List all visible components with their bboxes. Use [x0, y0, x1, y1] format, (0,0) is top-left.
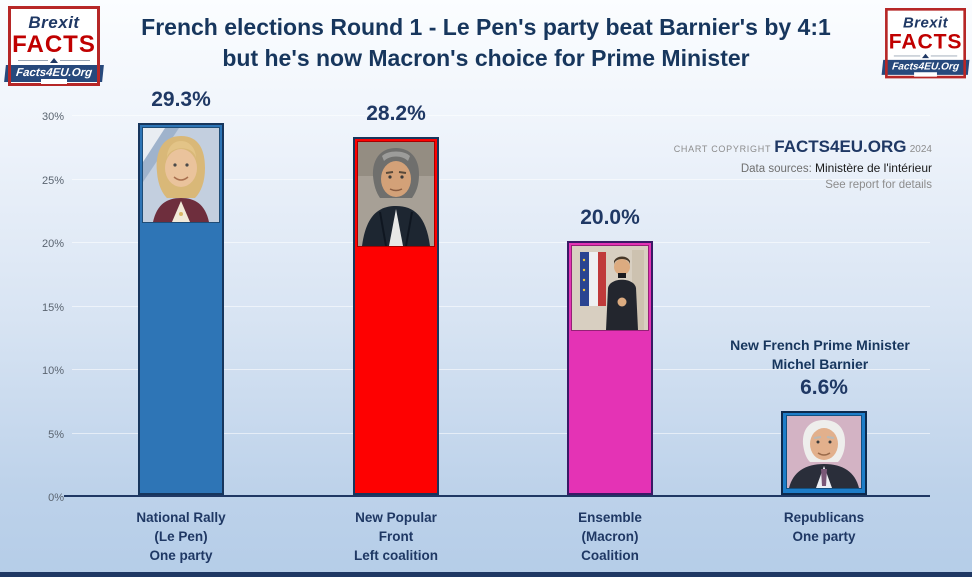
grid-layer: 0% 5% 10% 15% 20% 25% 30% [42, 100, 930, 504]
title-line-2: but he's now Macron's choice for Prime M… [222, 45, 750, 71]
logo-divider [893, 53, 958, 59]
copyright-block: CHART COPYRIGHT FACTS4EU.ORG 2024 Data s… [674, 135, 932, 194]
logo-divider [18, 58, 90, 63]
copyright-label: CHART COPYRIGHT [673, 144, 772, 154]
gridline [72, 432, 930, 434]
bottom-border-strip [0, 572, 972, 577]
data-sources-value: Ministère de l'intérieur [814, 160, 932, 175]
y-axis-tick-label: 5% [48, 428, 64, 441]
triangle-up-icon [50, 58, 58, 63]
category-label-republicans: Republicans One party [783, 510, 865, 544]
title-line-1: French elections Round 1 - Le Pen's part… [141, 14, 831, 40]
y-axis-tick-label: 30% [41, 111, 64, 123]
photo-michel-barnier [786, 415, 862, 490]
gridline [72, 242, 930, 243]
x-axis-line [64, 495, 930, 497]
annotation-line-1: New French Prime Minister [730, 337, 910, 353]
facts4eu-logo-left: Brexit FACTS Facts4EU.Org [4, 6, 104, 86]
bar-national-rally [138, 122, 224, 495]
annotation-line-2: Michel Barnier [771, 356, 869, 372]
copyright-line: CHART COPYRIGHT FACTS4EU.ORG 2024 [674, 135, 932, 160]
data-sources-line: Data sources: Ministère de l'intérieur [674, 160, 932, 178]
y-axis-tick-label: 10% [41, 365, 64, 377]
y-axis-tick-label: 25% [41, 174, 64, 187]
y-axis-tick-label: 0% [48, 492, 64, 504]
y-axis-tick-label: 15% [41, 301, 64, 314]
bar-ensemble [567, 241, 653, 495]
copyright-year: 2024 [909, 144, 932, 155]
report-note: See report for details [825, 179, 932, 192]
annotation-new-pm: New French Prime Minister Michel Barnier [655, 336, 972, 374]
category-label-new-popular-front: New Popular Front Left coalition [354, 510, 438, 563]
gridline [72, 115, 930, 116]
photo-marine-le-pen [142, 126, 220, 223]
logo-brexit-text: Brexit [902, 14, 949, 31]
data-sources-label: Data sources: [740, 162, 812, 175]
logo-ribbon-text: Facts4EU.Org [4, 65, 104, 82]
category-label-national-rally: National Rally (Le Pen) One party [136, 510, 226, 563]
value-label-ensemble: 20.0% [580, 206, 640, 229]
plot-area: 0% 5% 10% 15% 20% 25% 30% [42, 100, 930, 504]
value-label-national-rally: 29.3% [151, 87, 211, 111]
value-label-republicans: 6.6% [800, 376, 848, 400]
gridline [72, 178, 930, 180]
triangle-up-icon [922, 53, 930, 59]
value-label-new-popular-front: 28.2% [366, 101, 426, 125]
facts4eu-logo-right: Brexit FACTS Facts4EU.Org [881, 8, 970, 79]
gridline [72, 369, 930, 370]
bar-republicans [781, 411, 867, 495]
photo-emmanuel-macron [571, 245, 649, 331]
logo-facts-text: FACTS [12, 31, 96, 58]
gridline [72, 305, 930, 307]
page-title: French elections Round 1 - Le Pen's part… [105, 12, 867, 74]
bar-new-popular-front [353, 136, 439, 495]
category-label-ensemble: Ensemble (Macron) Coalition [578, 510, 642, 563]
photo-olivier-faure [357, 140, 435, 247]
logo-ribbon-text: Facts4EU.Org [881, 59, 970, 75]
logo-brexit-text: Brexit [28, 13, 80, 32]
logo-facts-text: FACTS [888, 30, 963, 54]
copyright-brand: FACTS4EU.ORG [774, 137, 907, 156]
y-axis-tick-label: 20% [41, 238, 64, 250]
